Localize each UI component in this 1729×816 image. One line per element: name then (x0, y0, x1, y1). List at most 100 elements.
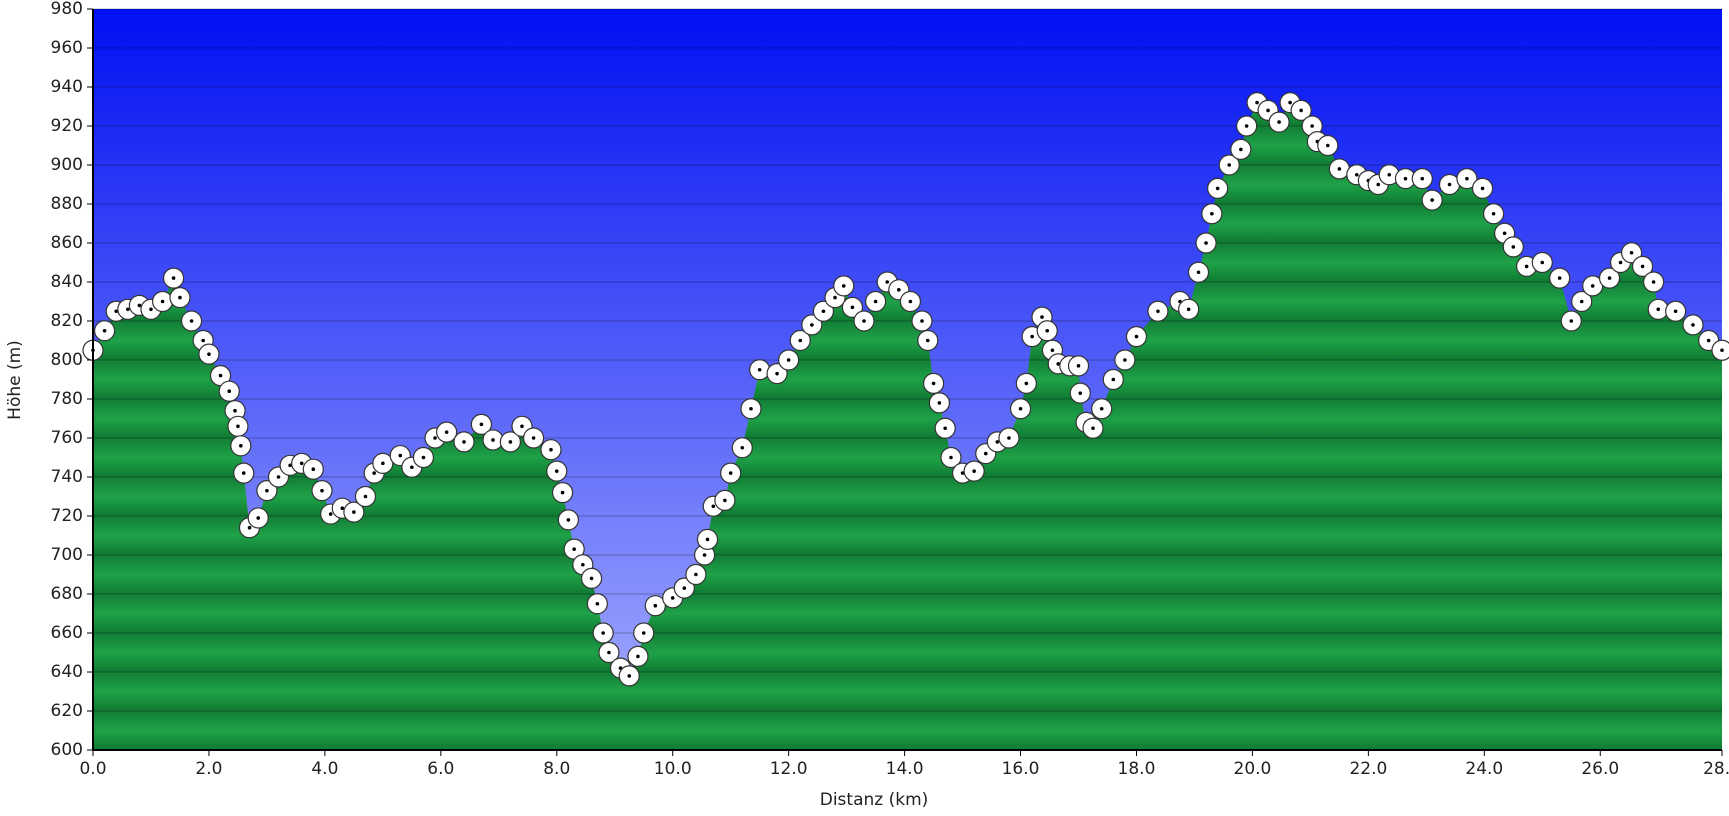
y-tick-label: 860 (51, 233, 83, 253)
marker-dot (149, 307, 153, 312)
elevation-area (93, 102, 1722, 751)
marker-dot (833, 295, 837, 300)
y-tick-label: 980 (51, 0, 83, 19)
marker-dot (1706, 338, 1711, 343)
marker-dot (641, 631, 646, 635)
marker-dot (786, 358, 791, 362)
y-tick-label: 660 (51, 623, 83, 643)
marker-dot (421, 455, 426, 460)
marker-dot (160, 299, 165, 304)
y-tick-label: 720 (51, 506, 83, 526)
marker-dot (931, 381, 936, 386)
marker-dot (137, 303, 142, 308)
y-tick-label: 800 (51, 350, 83, 370)
y-tick-label: 740 (51, 467, 83, 487)
marker-dot (1325, 143, 1330, 148)
marker-dot (1720, 348, 1724, 353)
marker-dot (1299, 108, 1303, 113)
x-tick-label: 28.1 (1703, 759, 1729, 779)
marker-dot (444, 430, 449, 434)
marker-dot (1502, 231, 1507, 236)
marker-dot (1099, 406, 1104, 411)
marker-dot (873, 299, 878, 304)
y-tick-label: 880 (51, 194, 83, 214)
marker-dot (1040, 315, 1044, 319)
x-tick-label: 14.0 (886, 759, 924, 779)
marker-dot (1076, 364, 1081, 368)
marker-dot (218, 373, 223, 378)
y-tick-label: 940 (51, 77, 83, 97)
marker-dot (1227, 163, 1232, 167)
marker-dot (740, 445, 745, 450)
marker-dot (462, 440, 466, 444)
marker-dot (1288, 100, 1292, 105)
marker-dot (1196, 270, 1201, 275)
marker-dot (381, 461, 385, 466)
x-tick-label: 26.0 (1581, 759, 1619, 779)
marker-dot (178, 295, 182, 300)
marker-dot (508, 440, 513, 444)
marker-dot (125, 307, 130, 312)
marker-dot (1540, 260, 1545, 265)
marker-dot (201, 338, 205, 343)
marker-dot (653, 603, 658, 608)
marker-dot (372, 471, 376, 475)
marker-dot (925, 338, 930, 343)
x-axis-label: Distanz (km) (820, 790, 929, 810)
marker-dot (1310, 124, 1314, 128)
marker-dot (566, 518, 571, 522)
marker-dot (1007, 436, 1011, 440)
marker-dot (1511, 245, 1516, 249)
marker-dot (670, 596, 675, 600)
marker-dot (256, 516, 261, 520)
marker-dot (1629, 250, 1634, 255)
x-tick-label: 2.0 (195, 759, 222, 779)
marker-dot (549, 447, 553, 452)
y-tick-label: 700 (51, 545, 83, 565)
marker-dot (749, 406, 753, 411)
plot-area (82, 8, 1729, 751)
x-tick-label: 10.0 (654, 759, 692, 779)
marker-dot (1618, 260, 1623, 265)
marker-dot (363, 494, 368, 499)
marker-dot (311, 467, 316, 472)
marker-dot (1277, 120, 1281, 124)
marker-dot (711, 504, 716, 509)
marker-dot (636, 654, 640, 659)
marker-dot (189, 319, 194, 323)
marker-dot (1156, 309, 1160, 314)
marker-dot (531, 436, 536, 440)
y-tick-label: 820 (51, 311, 83, 331)
marker-dot (433, 436, 437, 440)
marker-dot (1244, 124, 1249, 128)
marker-dot (862, 319, 866, 323)
x-tick-label: 22.0 (1349, 759, 1387, 779)
y-tick-label: 840 (51, 272, 83, 292)
x-tick-label: 4.0 (311, 759, 338, 779)
marker-dot (288, 463, 292, 468)
marker-dot (265, 488, 269, 493)
marker-dot (1403, 176, 1408, 181)
marker-dot (972, 469, 976, 473)
x-tick-label: 6.0 (427, 759, 454, 779)
marker-dot (1050, 348, 1055, 353)
marker-dot (299, 461, 304, 466)
x-tick-label: 16.0 (1002, 759, 1040, 779)
marker-dot (757, 367, 762, 372)
marker-dot (1215, 186, 1220, 191)
marker-dot (1091, 426, 1095, 431)
y-tick-label: 680 (51, 584, 83, 604)
marker-dot (520, 424, 524, 429)
y-tick-label: 920 (51, 116, 83, 136)
y-tick-label: 640 (51, 662, 83, 682)
marker-dot (943, 426, 947, 431)
marker-dot (775, 371, 779, 376)
marker-dot (627, 674, 632, 678)
marker-dot (1024, 381, 1029, 386)
marker-dot (1376, 182, 1381, 187)
marker-dot (682, 586, 687, 590)
marker-dot (1590, 284, 1595, 288)
marker-dot (239, 444, 243, 448)
marker-dot (1266, 108, 1270, 113)
